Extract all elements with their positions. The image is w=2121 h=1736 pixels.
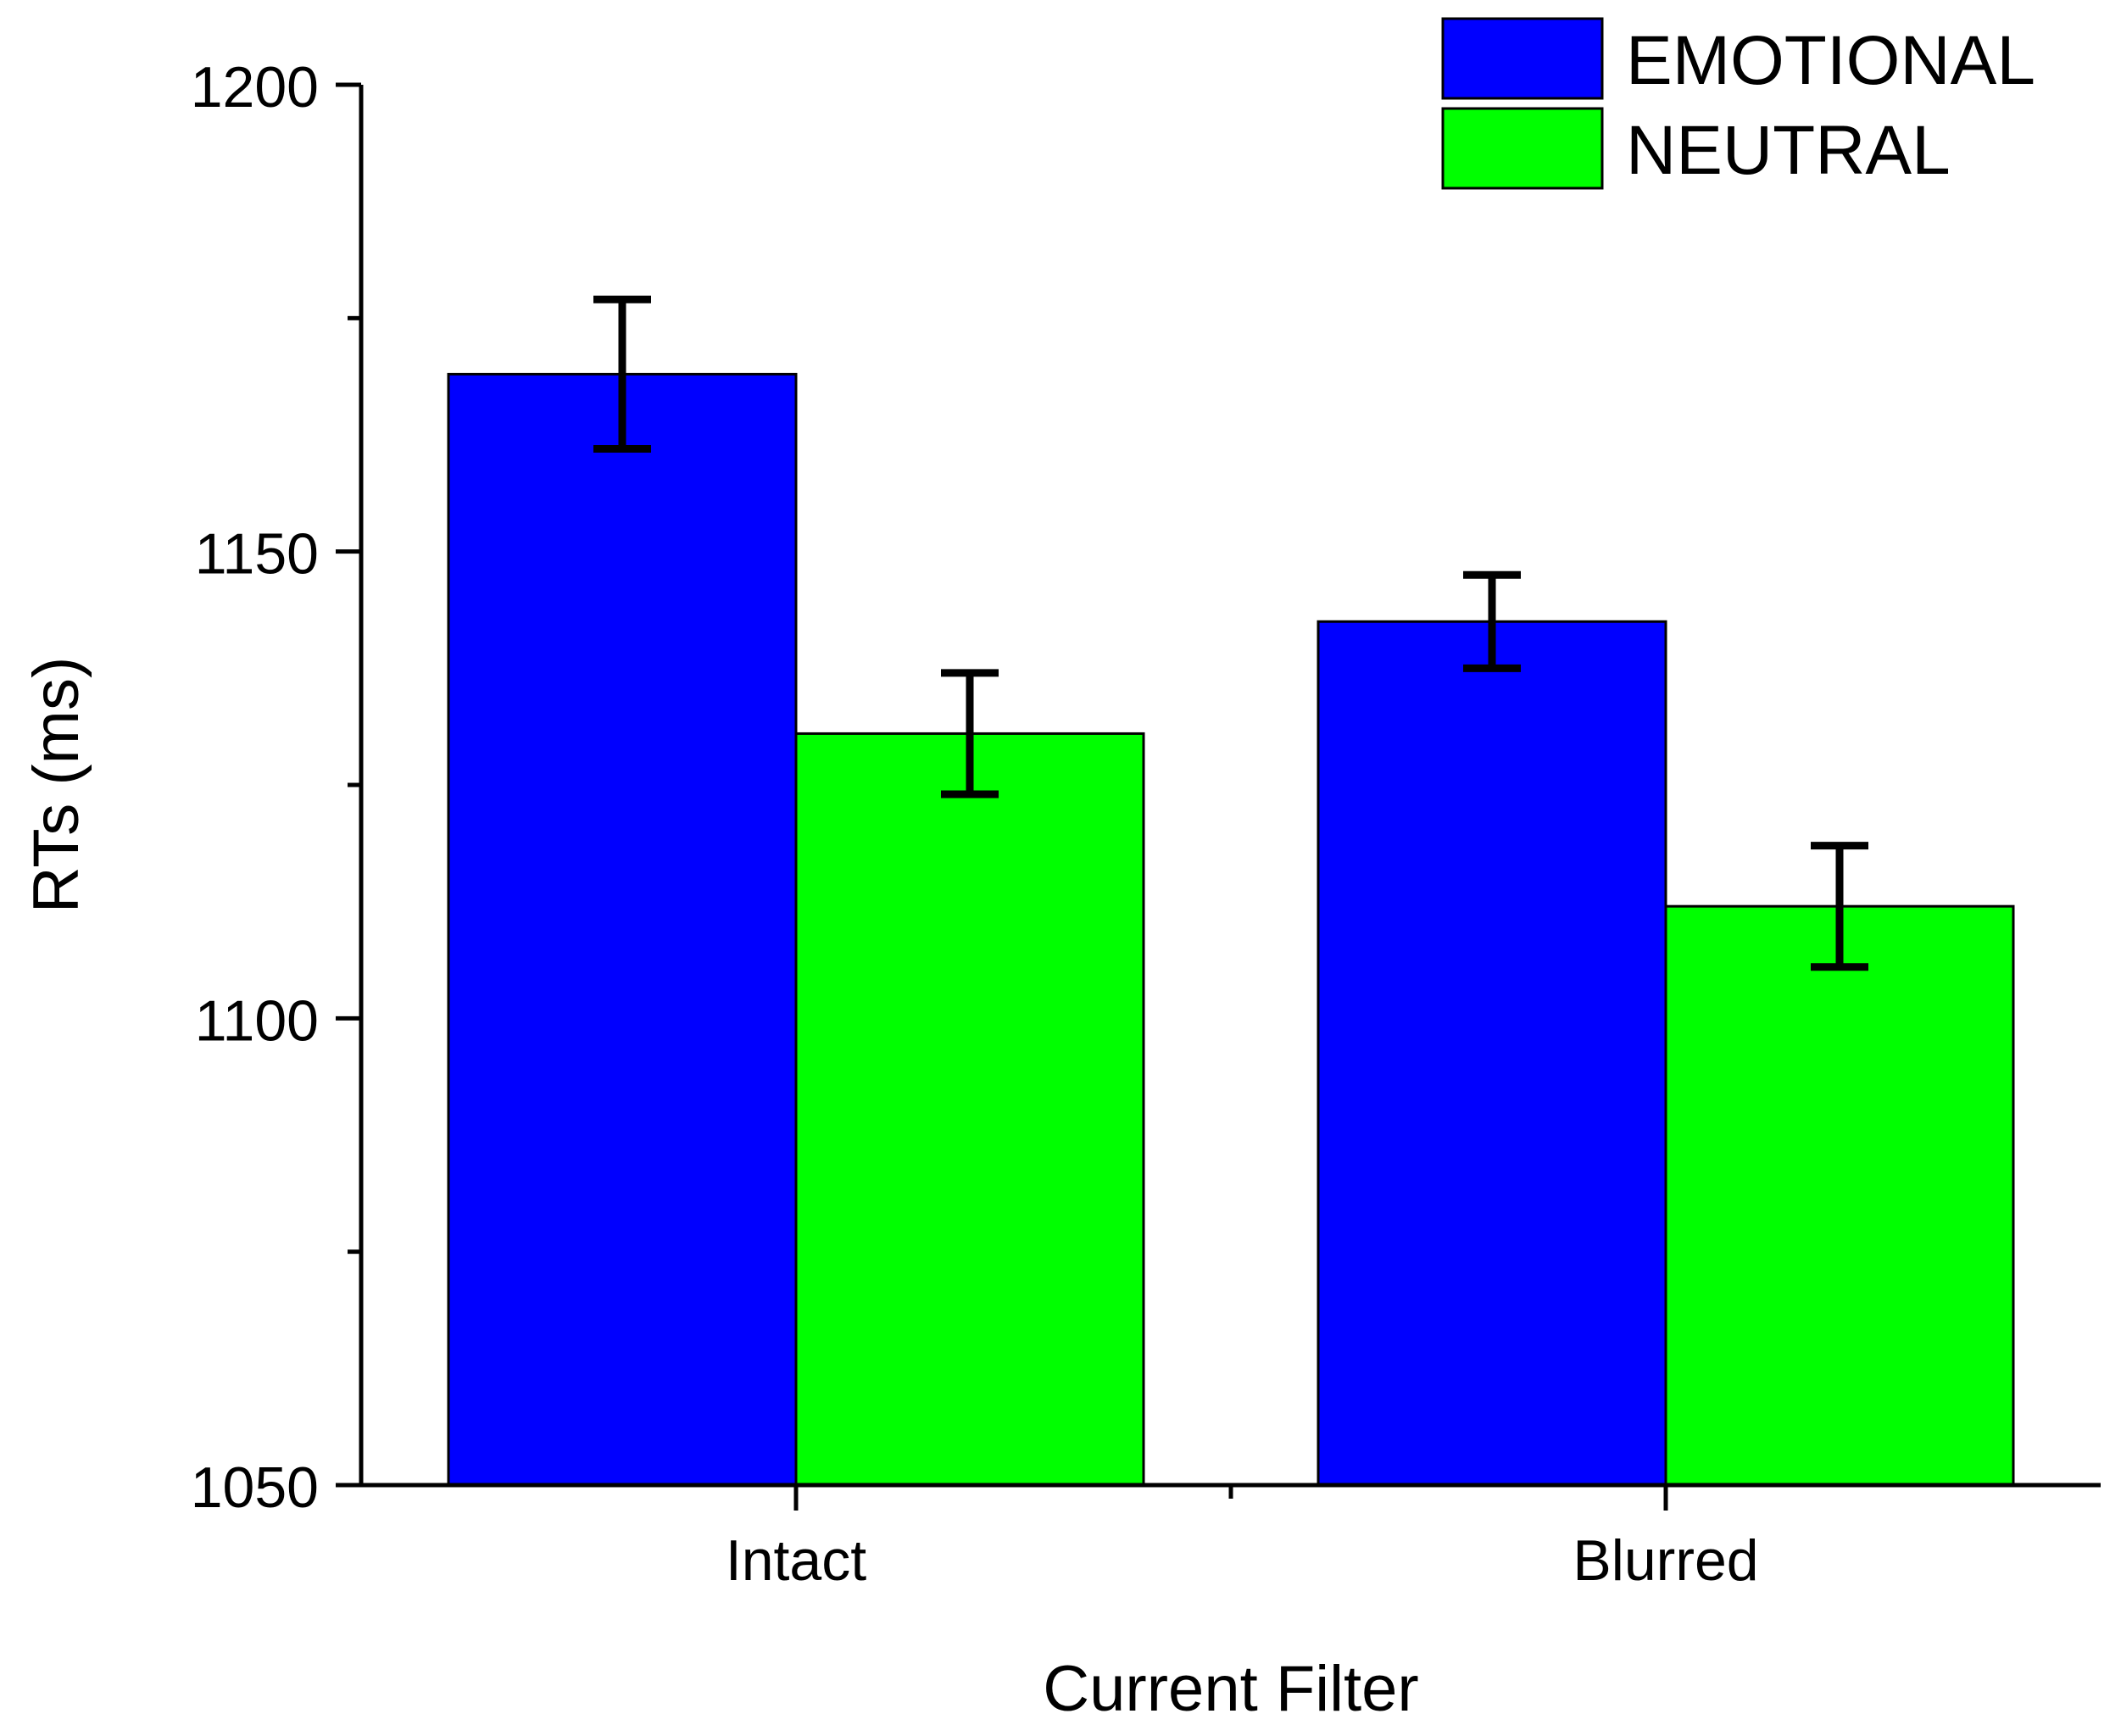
bar-neutral-blurred <box>1664 904 2015 1487</box>
x-axis-title: Current Filter <box>1043 1653 1418 1725</box>
x-tick-label: Intact <box>726 1528 866 1593</box>
y-tick-label: 1150 <box>195 522 319 587</box>
y-axis-title: RTs (ms) <box>20 657 92 914</box>
error-bars-layer <box>593 295 1868 971</box>
legend: EMOTIONAL NEUTRAL <box>1441 17 2035 190</box>
bars-layer <box>447 372 2015 1487</box>
y-ticks: 1050 1100 1150 1200 <box>191 55 361 1520</box>
legend-swatch-neutral <box>1441 107 1604 190</box>
bar-emotional-intact <box>447 372 798 1487</box>
bar-emotional-blurred <box>1317 620 1667 1487</box>
legend-label-emotional: EMOTIONAL <box>1626 22 2035 99</box>
x-ticks: Intact Blurred <box>726 1485 1759 1593</box>
x-tick-label: Blurred <box>1573 1528 1758 1593</box>
y-tick-label: 1200 <box>191 55 319 120</box>
legend-label-neutral: NEUTRAL <box>1626 112 1951 189</box>
bar-neutral-intact <box>794 732 1145 1487</box>
y-tick-label: 1050 <box>191 1455 319 1520</box>
legend-swatch-emotional <box>1441 17 1604 100</box>
y-tick-label: 1100 <box>195 988 319 1053</box>
